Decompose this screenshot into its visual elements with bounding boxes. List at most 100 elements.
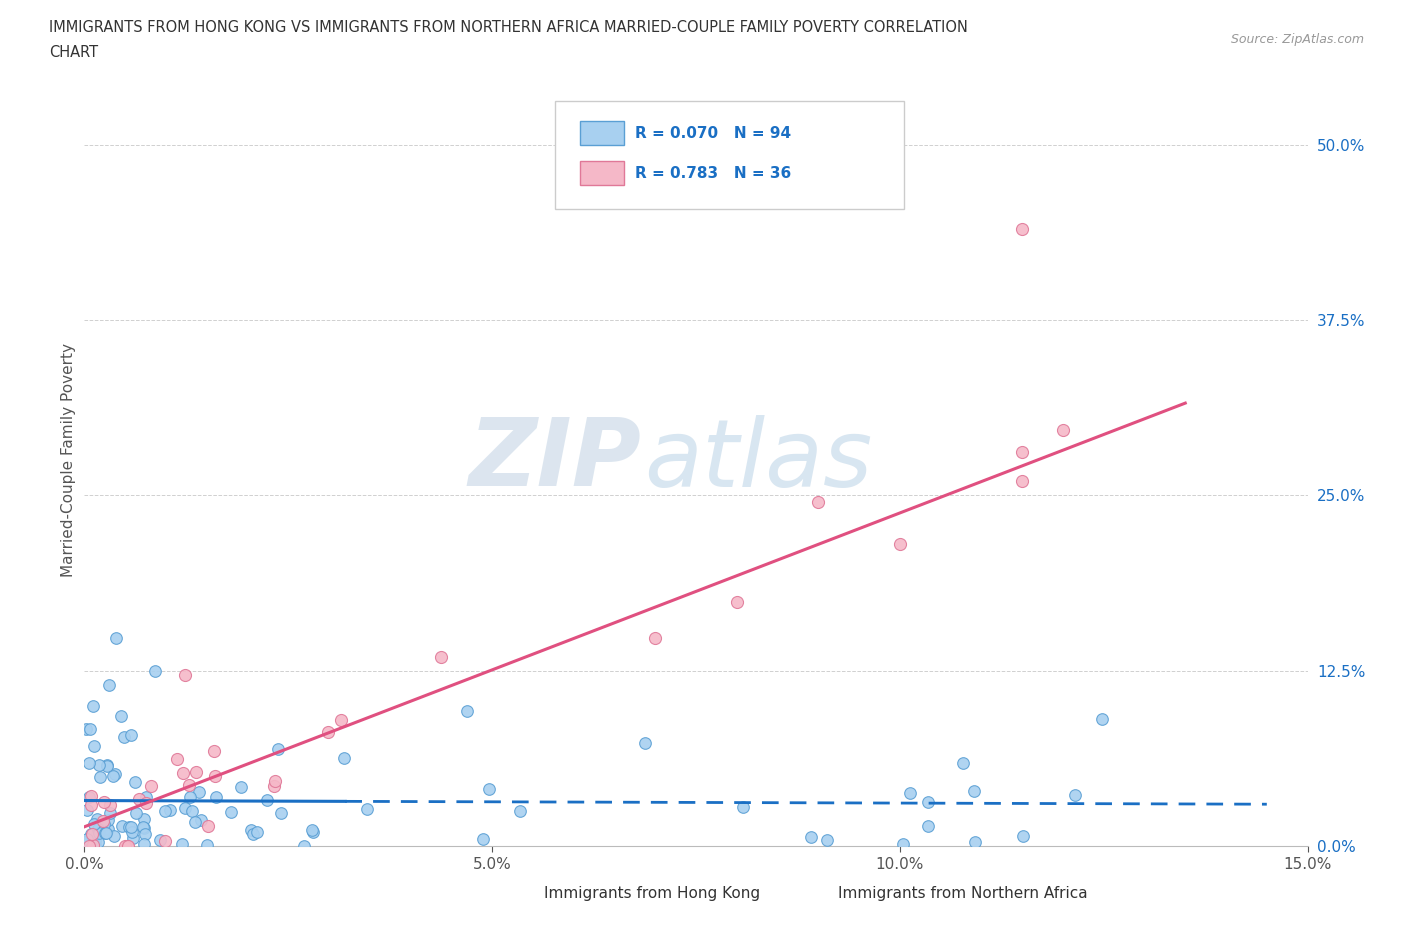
- Point: [84, 838, 107, 853]
- Point: [97, 822, 120, 837]
- Point: [143, 664, 166, 679]
- Point: [270, 805, 292, 820]
- Point: [267, 742, 290, 757]
- Point: [242, 826, 264, 841]
- Point: [75, 722, 97, 737]
- Text: Immigrants from Hong Kong: Immigrants from Hong Kong: [544, 886, 761, 901]
- Point: [725, 594, 748, 609]
- Point: [1011, 445, 1033, 460]
- Point: [153, 833, 176, 848]
- Point: [98, 805, 121, 820]
- Point: [111, 818, 134, 833]
- Point: [179, 790, 201, 804]
- Point: [93, 814, 115, 829]
- Point: [172, 766, 194, 781]
- Point: [478, 781, 501, 796]
- Point: [77, 839, 100, 854]
- Point: [204, 768, 226, 783]
- Text: ZIP: ZIP: [468, 415, 641, 506]
- Point: [120, 820, 142, 835]
- Point: [356, 801, 378, 816]
- Point: [807, 495, 830, 510]
- Text: CHART: CHART: [49, 45, 98, 60]
- Point: [122, 830, 145, 845]
- Point: [132, 820, 155, 835]
- Point: [124, 775, 146, 790]
- Point: [94, 825, 117, 840]
- Point: [173, 801, 195, 816]
- FancyBboxPatch shape: [792, 884, 831, 903]
- Point: [79, 790, 101, 804]
- Point: [96, 758, 118, 773]
- Point: [115, 839, 138, 854]
- Point: [302, 825, 325, 840]
- Point: [472, 831, 495, 846]
- Point: [333, 751, 356, 765]
- Point: [1012, 829, 1035, 844]
- Point: [93, 817, 115, 831]
- Point: [1091, 711, 1114, 726]
- Point: [301, 822, 323, 837]
- Point: [889, 537, 911, 551]
- Point: [202, 743, 225, 758]
- Point: [184, 815, 207, 830]
- Point: [965, 834, 987, 849]
- Text: IMMIGRANTS FROM HONG KONG VS IMMIGRANTS FROM NORTHERN AFRICA MARRIED-COUPLE FAMI: IMMIGRANTS FROM HONG KONG VS IMMIGRANTS …: [49, 20, 969, 35]
- Point: [94, 826, 117, 841]
- Point: [80, 789, 103, 804]
- Point: [1064, 788, 1087, 803]
- Point: [121, 825, 143, 840]
- Point: [184, 764, 207, 779]
- Point: [82, 837, 104, 852]
- Point: [97, 812, 120, 827]
- Point: [80, 827, 103, 842]
- Point: [128, 791, 150, 806]
- Point: [292, 839, 315, 854]
- Point: [263, 778, 285, 793]
- Point: [170, 837, 193, 852]
- Point: [98, 797, 121, 812]
- Point: [79, 722, 101, 737]
- Point: [104, 766, 127, 781]
- Point: [731, 799, 754, 814]
- Point: [509, 804, 531, 818]
- Point: [77, 755, 100, 770]
- Point: [80, 827, 103, 842]
- Point: [105, 631, 128, 645]
- Point: [1011, 221, 1033, 236]
- Y-axis label: Married-Couple Family Poverty: Married-Couple Family Poverty: [60, 343, 76, 578]
- Point: [86, 812, 108, 827]
- Point: [76, 831, 98, 846]
- Point: [963, 783, 986, 798]
- Point: [1011, 474, 1033, 489]
- Point: [77, 837, 100, 852]
- Point: [153, 804, 176, 818]
- Point: [125, 805, 148, 820]
- Point: [76, 803, 98, 817]
- Point: [83, 817, 105, 831]
- Point: [429, 649, 451, 664]
- Point: [898, 786, 921, 801]
- Point: [456, 703, 478, 718]
- Point: [96, 759, 118, 774]
- Point: [800, 830, 823, 844]
- FancyBboxPatch shape: [579, 161, 624, 185]
- Point: [118, 819, 141, 834]
- Point: [89, 770, 111, 785]
- Text: R = 0.070   N = 94: R = 0.070 N = 94: [636, 126, 792, 140]
- Point: [891, 837, 914, 852]
- Point: [97, 678, 120, 693]
- Point: [135, 796, 157, 811]
- FancyBboxPatch shape: [498, 884, 537, 903]
- FancyBboxPatch shape: [555, 101, 904, 209]
- Point: [263, 774, 285, 789]
- Point: [83, 738, 105, 753]
- Point: [84, 833, 107, 848]
- Point: [139, 779, 162, 794]
- Point: [82, 698, 104, 713]
- Point: [815, 833, 838, 848]
- Point: [132, 812, 155, 827]
- Point: [174, 668, 197, 683]
- Point: [87, 758, 110, 773]
- Text: atlas: atlas: [644, 415, 873, 506]
